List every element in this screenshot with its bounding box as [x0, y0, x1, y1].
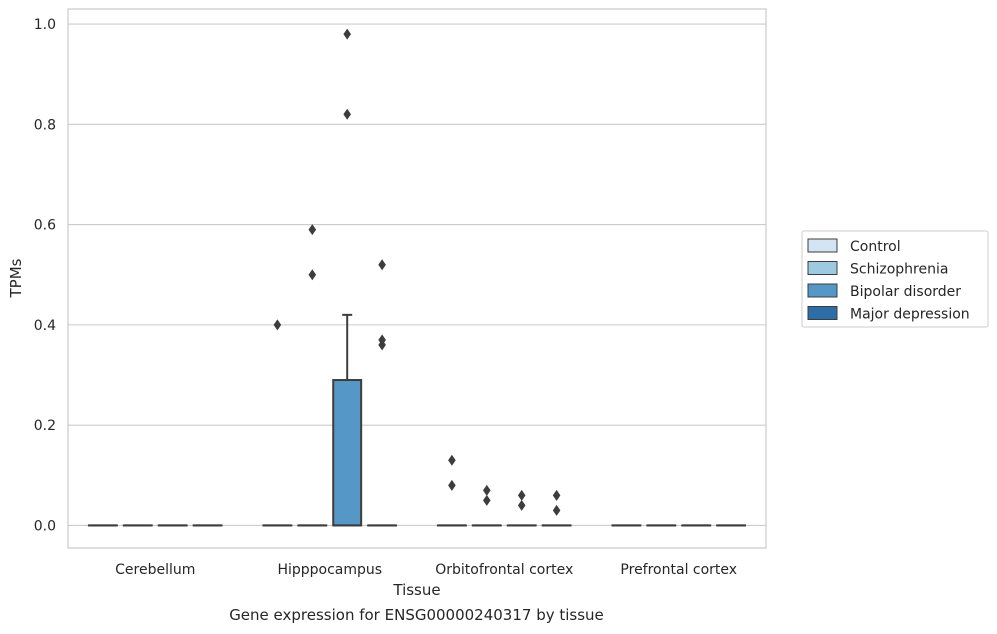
legend-label: Bipolar disorder — [850, 284, 961, 300]
outlier-point — [273, 319, 282, 331]
legend-swatch — [807, 261, 838, 275]
x-tick-label: Orbitofrontal cortex — [435, 562, 573, 578]
legend-item: Control — [807, 238, 901, 255]
gridlines — [68, 23, 766, 526]
outlier-point — [378, 334, 386, 346]
legend-swatch — [807, 238, 838, 253]
outlier-point — [308, 224, 317, 236]
box-orbitofrontal-cortex-control — [436, 454, 467, 527]
y-tick-label: 0.6 — [34, 218, 56, 234]
outlier-point — [483, 494, 491, 506]
outlier-point — [517, 489, 526, 501]
y-tick-label: 0.8 — [34, 117, 56, 133]
plot-frame — [67, 8, 767, 549]
box-hipppocampus-bipolar-disorder — [332, 28, 363, 527]
y-axis-ticks: 0.0 0.2 0.4 0.6 0.8 1.0 — [34, 17, 56, 534]
legend-swatch — [807, 283, 838, 298]
y-axis-label: TPMs — [7, 258, 25, 298]
outlier-point — [343, 28, 351, 40]
box-body — [332, 379, 363, 527]
box-hipppocampus-schizophrenia — [297, 224, 328, 527]
legend-swatch — [807, 306, 838, 320]
legend-frame — [801, 230, 989, 328]
y-tick-label: 0.0 — [34, 518, 56, 534]
box-hipppocampus-control — [262, 319, 293, 527]
legend-item: Schizophrenia — [807, 261, 948, 278]
legend-label: Control — [850, 239, 901, 255]
box-orbitofrontal-cortex-bipolar-disorder — [506, 489, 537, 527]
legend-label: Major depression — [850, 307, 970, 323]
x-axis-label: Tissue — [392, 581, 440, 599]
outlier-point — [378, 259, 386, 271]
legend-item: Major depression — [807, 306, 970, 323]
outlier-point — [448, 454, 456, 466]
x-tick-label: Cerebellum — [115, 562, 195, 578]
outlier-point — [517, 499, 526, 511]
x-tick-label: Hipppocampus — [277, 562, 382, 578]
box-plot-chart: 0.0 0.2 0.4 0.6 0.8 1.0 Cerebellum Hipppocampu… — [7, 8, 989, 599]
x-axis-ticks: Cerebellum Hipppocampus Orbitofrontal cort… — [115, 562, 737, 578]
outlier-point — [552, 489, 561, 501]
boxes-layer — [87, 28, 747, 527]
outlier-point — [483, 484, 491, 496]
box-orbitofrontal-cortex-schizophrenia — [471, 484, 502, 527]
outlier-point — [308, 269, 317, 281]
legend-label: Schizophrenia — [850, 262, 948, 278]
outlier-point — [448, 479, 456, 491]
outlier-point — [552, 504, 561, 516]
box-orbitofrontal-cortex-major-depression — [541, 489, 572, 527]
box-hipppocampus-major-depression — [367, 259, 398, 527]
outlier-point — [343, 108, 351, 120]
legend: Control Schizophrenia Bipolar disorder Majo… — [801, 230, 989, 328]
y-tick-label: 1.0 — [34, 17, 56, 33]
y-tick-label: 0.2 — [34, 418, 56, 434]
y-tick-label: 0.4 — [34, 318, 56, 334]
legend-item: Bipolar disorder — [807, 283, 961, 300]
x-tick-label: Prefrontal cortex — [620, 562, 737, 578]
figure-caption: Gene expression for ENSG00000240317 by t… — [229, 606, 604, 624]
